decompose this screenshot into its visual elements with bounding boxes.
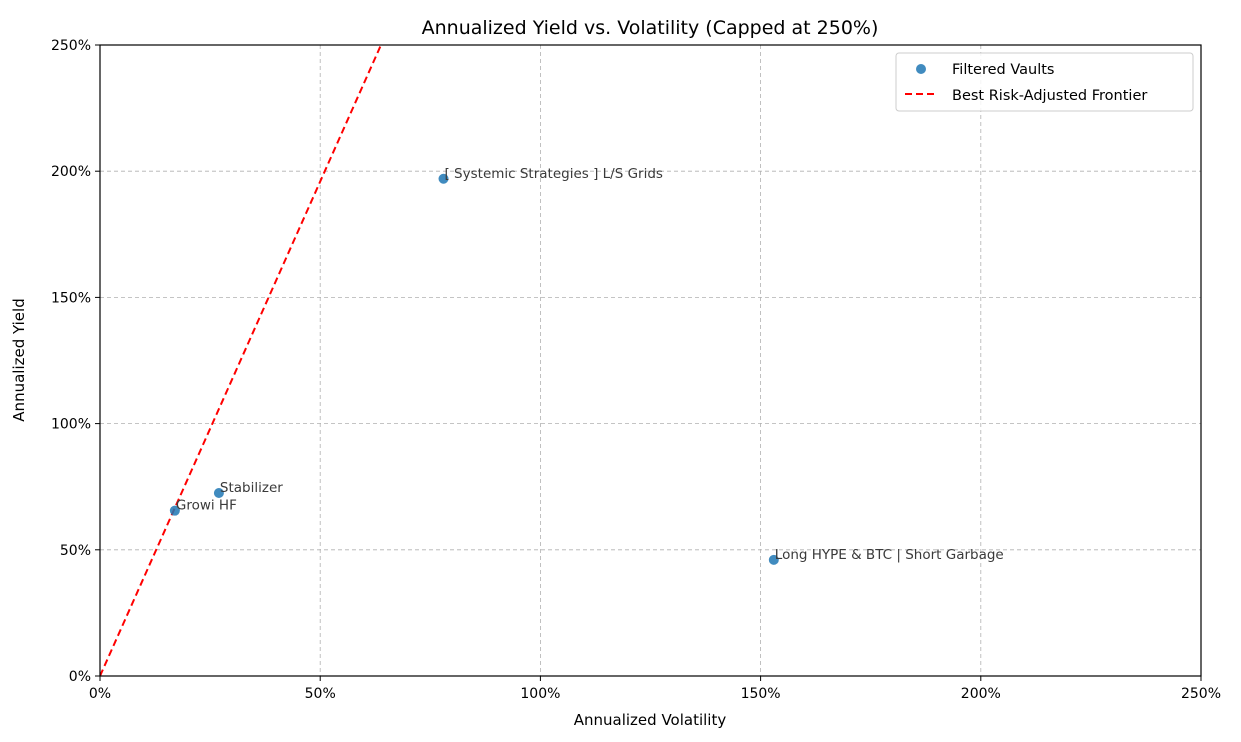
- data-point-label: Growi HF: [176, 498, 237, 514]
- data-point-label: Stabilizer: [220, 480, 283, 496]
- data-point: [768, 554, 779, 565]
- plot-area: [100, 45, 779, 676]
- y-tick-label: 200%: [51, 164, 91, 180]
- legend-entry-line: Best Risk-Adjusted Frontier: [952, 88, 1147, 104]
- y-tick-label: 100%: [51, 417, 91, 433]
- x-tick-label: 0%: [89, 686, 111, 702]
- data-points: [169, 173, 779, 565]
- data-point: [169, 505, 180, 516]
- chart-title: Annualized Yield vs. Volatility (Capped …: [422, 17, 879, 39]
- y-axis-ticks: 0% 50% 100% 150% 200% 250%: [51, 38, 100, 685]
- y-tick-label: 250%: [51, 38, 91, 54]
- x-tick-label: 100%: [520, 686, 560, 702]
- data-point: [438, 173, 449, 184]
- plot-frame: [99, 44, 1202, 677]
- legend-box: [895, 52, 1194, 112]
- data-point-label: Long HYPE & BTC | Short Garbage: [775, 547, 1004, 563]
- x-tick-label: 50%: [305, 686, 336, 702]
- y-tick-label: 0%: [69, 669, 91, 685]
- data-point-label: [ Systemic Strategies ] L/S Grids: [445, 166, 663, 182]
- legend: Filtered Vaults Best Risk-Adjusted Front…: [895, 52, 1194, 112]
- y-axis-label: Annualized Yield: [10, 298, 28, 421]
- x-axis-ticks: 0% 50% 100% 150% 200% 250%: [89, 676, 1221, 702]
- x-axis-label: Annualized Volatility: [574, 711, 727, 729]
- x-tick-label: 250%: [1181, 686, 1221, 702]
- y-tick-label: 150%: [51, 290, 91, 306]
- y-tick-label: 50%: [60, 543, 91, 559]
- legend-entry-scatter: Filtered Vaults: [952, 62, 1054, 78]
- point-labels: Growi HF Stabilizer [ Systemic Strategies …: [176, 166, 1004, 563]
- x-tick-label: 150%: [741, 686, 781, 702]
- data-point: [213, 488, 224, 499]
- frontier-line: [100, 45, 382, 676]
- x-tick-label: 200%: [961, 686, 1001, 702]
- legend-scatter-marker: [916, 64, 926, 74]
